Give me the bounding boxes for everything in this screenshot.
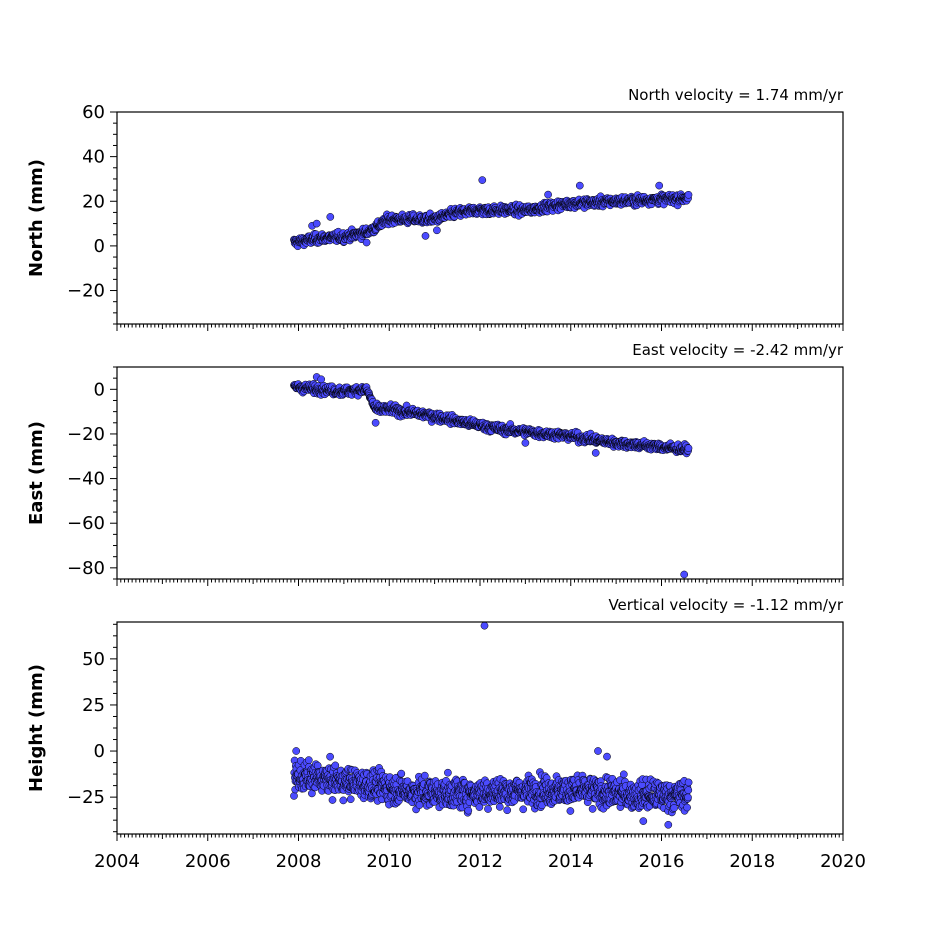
data-point-outlier <box>544 190 552 199</box>
data-point-outlier <box>639 817 648 825</box>
data-point <box>331 761 340 770</box>
data-point <box>290 792 298 800</box>
data-point <box>484 805 492 813</box>
velocity-title: East velocity = -2.42 mm/yr <box>632 341 844 359</box>
axes-frame-north <box>116 111 844 325</box>
data-point-outlier <box>371 418 380 427</box>
data-point <box>519 805 528 814</box>
y-tick-label: −25 <box>67 787 105 808</box>
x-tick-label: 2020 <box>820 851 866 872</box>
data-point-outlier <box>421 232 430 240</box>
data-point-outlier <box>312 219 321 228</box>
data-point <box>684 793 692 802</box>
velocity-title: North velocity = 1.74 mm/yr <box>628 86 844 104</box>
y-tick-label: −60 <box>67 513 105 534</box>
panel-height: −25 0 25 50 2004 2006 2008 2010 2012 2014 2016 2018… <box>26 596 866 872</box>
y-tick-label: −20 <box>67 281 105 302</box>
data-point <box>339 796 348 805</box>
panel-north: −20 0 20 40 60 North (mm) North velocity = 1.7… <box>26 86 844 331</box>
data-point <box>444 768 452 777</box>
data-point <box>326 752 334 761</box>
x-tick-label: 2004 <box>94 851 140 872</box>
y-tick-label: 60 <box>82 102 105 123</box>
y-tick-label: −80 <box>67 558 105 579</box>
data-point-outlier <box>480 621 489 630</box>
y-tick-label: 0 <box>94 379 105 400</box>
data-point <box>420 771 429 780</box>
x-tick-label: 2010 <box>366 851 412 872</box>
data-point <box>684 786 693 795</box>
x-tick-label: 2016 <box>639 851 685 872</box>
y-axis-label: Height (mm) <box>26 664 47 792</box>
data-point <box>684 190 693 199</box>
x-tick-label: 2008 <box>276 851 322 872</box>
axes-frame-east <box>116 366 844 580</box>
data-points-height <box>290 752 693 817</box>
data-point <box>464 806 473 815</box>
data-point-outlier <box>317 375 326 384</box>
data-point-outlier <box>664 820 673 829</box>
data-point-outlier <box>575 181 584 190</box>
data-point <box>684 444 693 453</box>
y-axis-label: East (mm) <box>26 421 47 525</box>
data-point <box>684 778 693 787</box>
data-points-east <box>290 380 693 458</box>
data-point <box>566 807 575 815</box>
data-point <box>397 769 406 778</box>
data-point <box>346 795 355 804</box>
data-point <box>328 796 337 804</box>
data-point-outlier <box>655 181 664 190</box>
y-tick-label: 50 <box>82 649 105 670</box>
y-tick-label: 0 <box>94 236 105 257</box>
y-tick-label: 25 <box>82 695 105 716</box>
velocity-title: Vertical velocity = -1.12 mm/yr <box>608 596 843 614</box>
data-point <box>304 756 313 764</box>
data-point-outlier <box>680 570 689 579</box>
y-tick-label: −40 <box>67 469 105 490</box>
data-point-outlier <box>362 238 371 247</box>
y-tick-label: 20 <box>82 191 105 212</box>
data-point <box>495 803 504 811</box>
data-point <box>588 805 597 813</box>
y-tick-label: 0 <box>94 741 105 762</box>
data-point-outlier <box>326 213 335 221</box>
data-points-north <box>290 190 693 251</box>
data-point <box>683 803 691 812</box>
data-point <box>619 770 628 779</box>
data-point <box>670 804 678 812</box>
y-tick-label: 40 <box>82 147 105 168</box>
x-tick-label: 2012 <box>457 851 503 872</box>
y-axis-label: North (mm) <box>26 159 47 277</box>
x-tick-label: 2014 <box>548 851 594 872</box>
data-point <box>503 806 512 815</box>
x-tick-label: 2006 <box>185 851 231 872</box>
data-point-outlier <box>591 449 600 457</box>
x-tick-label: 2018 <box>729 851 775 872</box>
data-point-outlier <box>594 747 602 755</box>
data-point-outlier <box>603 752 611 761</box>
data-point-outlier <box>433 226 441 235</box>
data-point-outlier <box>521 439 530 447</box>
panel-east: −80 −60 −40 −20 0 East (mm) East velocity = -2… <box>26 341 844 586</box>
data-point-outlier <box>292 747 301 755</box>
data-point-outlier <box>478 176 487 184</box>
y-tick-label: −20 <box>67 424 105 445</box>
